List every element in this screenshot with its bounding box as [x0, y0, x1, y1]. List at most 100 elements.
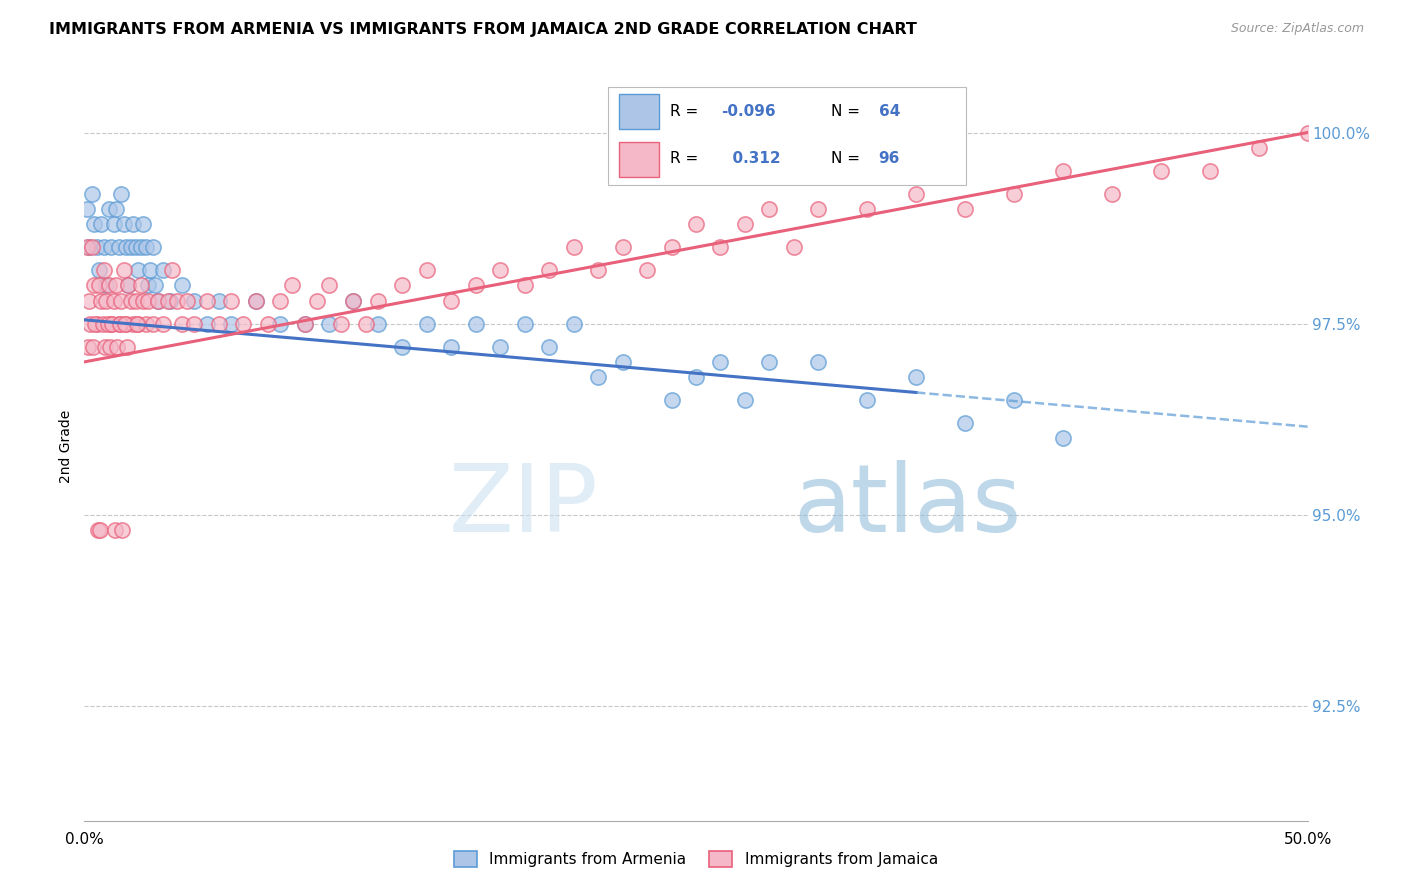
- Point: [100, 317, 122, 331]
- Point: [110, 293, 132, 308]
- Point: [77, 293, 100, 308]
- FancyBboxPatch shape: [609, 87, 966, 186]
- Point: [195, 293, 218, 308]
- Point: [142, 240, 165, 254]
- Point: [94, 340, 117, 354]
- Point: [354, 317, 377, 331]
- Point: [195, 317, 218, 331]
- Point: [146, 293, 169, 308]
- Point: [76, 240, 98, 254]
- Point: [661, 240, 683, 254]
- Point: [1296, 126, 1319, 140]
- Point: [464, 317, 486, 331]
- Point: [318, 278, 340, 293]
- Point: [89, 523, 111, 537]
- Point: [783, 240, 806, 254]
- Point: [183, 293, 205, 308]
- Point: [93, 240, 115, 254]
- Point: [108, 317, 131, 331]
- Point: [269, 293, 291, 308]
- Text: 64: 64: [879, 103, 900, 119]
- Text: 0.0%: 0.0%: [65, 832, 104, 847]
- Point: [143, 278, 166, 293]
- Point: [80, 240, 103, 254]
- Point: [162, 263, 184, 277]
- Point: [159, 293, 181, 308]
- Point: [122, 217, 145, 231]
- Point: [208, 293, 231, 308]
- Point: [129, 240, 152, 254]
- Point: [208, 317, 231, 331]
- Text: atlas: atlas: [794, 460, 1022, 552]
- Point: [100, 240, 122, 254]
- Text: 50.0%: 50.0%: [1284, 832, 1331, 847]
- Point: [139, 263, 162, 277]
- Y-axis label: 2nd Grade: 2nd Grade: [59, 409, 73, 483]
- Point: [183, 317, 205, 331]
- Point: [905, 370, 928, 384]
- Point: [562, 240, 585, 254]
- Point: [318, 317, 340, 331]
- Text: R =: R =: [671, 151, 703, 166]
- Point: [96, 278, 118, 293]
- Point: [489, 263, 512, 277]
- Point: [152, 317, 174, 331]
- Point: [103, 217, 125, 231]
- Point: [125, 317, 148, 331]
- Point: [115, 317, 138, 331]
- Point: [105, 278, 128, 293]
- Point: [856, 393, 879, 408]
- Point: [269, 317, 291, 331]
- FancyBboxPatch shape: [619, 94, 659, 128]
- Point: [807, 202, 830, 216]
- Point: [90, 217, 112, 231]
- Point: [77, 240, 100, 254]
- Point: [80, 186, 103, 201]
- Point: [1002, 393, 1025, 408]
- Point: [127, 317, 149, 331]
- Point: [513, 317, 536, 331]
- FancyBboxPatch shape: [619, 142, 659, 177]
- Point: [120, 240, 142, 254]
- Point: [135, 317, 157, 331]
- Point: [513, 278, 536, 293]
- Point: [1052, 431, 1074, 445]
- Point: [125, 240, 148, 254]
- Point: [538, 263, 561, 277]
- Point: [122, 317, 145, 331]
- Point: [1198, 163, 1220, 178]
- Point: [136, 278, 159, 293]
- Point: [76, 202, 98, 216]
- Point: [87, 523, 110, 537]
- Point: [342, 293, 364, 308]
- Point: [953, 416, 976, 430]
- Point: [661, 393, 683, 408]
- Point: [136, 293, 159, 308]
- Point: [232, 317, 254, 331]
- Point: [440, 293, 463, 308]
- Point: [709, 355, 731, 369]
- Text: 96: 96: [879, 151, 900, 166]
- Point: [101, 317, 124, 331]
- Point: [562, 317, 585, 331]
- Text: Source: ZipAtlas.com: Source: ZipAtlas.com: [1230, 22, 1364, 36]
- Point: [416, 263, 439, 277]
- Point: [245, 293, 267, 308]
- Point: [105, 340, 128, 354]
- Point: [83, 217, 105, 231]
- Point: [107, 317, 129, 331]
- Point: [281, 278, 304, 293]
- Point: [685, 217, 707, 231]
- Point: [1247, 141, 1270, 155]
- Point: [86, 317, 108, 331]
- Point: [685, 370, 707, 384]
- Point: [440, 340, 463, 354]
- Point: [115, 240, 138, 254]
- Point: [156, 293, 179, 308]
- Point: [245, 293, 267, 308]
- Point: [97, 202, 120, 216]
- Point: [166, 293, 188, 308]
- Point: [367, 317, 389, 331]
- Point: [489, 340, 512, 354]
- Point: [132, 293, 155, 308]
